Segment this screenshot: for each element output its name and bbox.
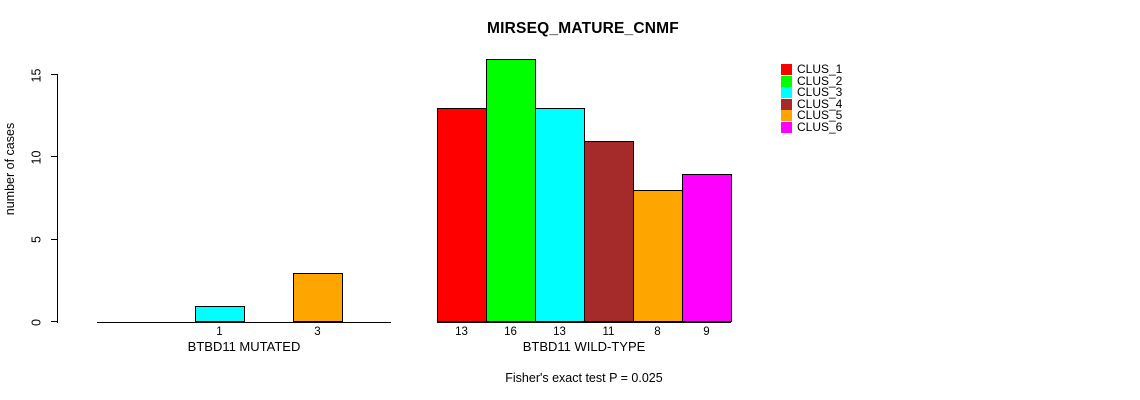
fisher-test-annotation: Fisher's exact test P = 0.025 [505, 371, 663, 385]
bar-clus_6-group2 [682, 174, 732, 322]
x-axis-baseline [437, 322, 731, 323]
legend-item: CLUS_1 [781, 62, 843, 76]
legend-label: CLUS_2 [797, 73, 843, 88]
legend: CLUS_1 CLUS_2 CLUS_3 CLUS_4 CLUS_5 CLUS_6 [781, 62, 843, 134]
y-axis-tick-label: 0 [29, 318, 44, 326]
legend-swatch-clus_5 [781, 110, 792, 122]
legend-label: CLUS_4 [797, 96, 843, 111]
y-axis-label: number of cases [3, 122, 17, 216]
legend-swatch-clus_2 [781, 75, 792, 87]
y-axis-tick-label: 5 [29, 236, 44, 244]
legend-swatch-clus_3 [781, 87, 792, 99]
legend-swatch-clus_6 [781, 121, 792, 133]
y-axis-tick [51, 156, 58, 157]
legend-item: CLUS_2 [781, 73, 843, 88]
legend-label: CLUS_6 [797, 119, 843, 134]
y-axis-tick [51, 321, 58, 322]
legend-label: CLUS_3 [797, 85, 843, 99]
bar-value-label: 3 [314, 326, 321, 338]
bar-clus_3-group2 [535, 108, 585, 322]
legend-item: CLUS_3 [781, 85, 843, 99]
bar-value-label: 11 [602, 326, 615, 338]
bar-value-label: 8 [654, 326, 661, 338]
legend-item: CLUS_6 [781, 119, 843, 134]
y-axis-tick [51, 74, 58, 75]
bar-value-label: 13 [553, 326, 566, 338]
legend-label: CLUS_5 [797, 108, 843, 122]
y-axis-tick-label: 15 [29, 68, 44, 82]
legend-item: CLUS_4 [781, 96, 843, 111]
bar-clus_3-group1 [195, 306, 245, 322]
bar-clus_5-group1 [293, 273, 343, 322]
x-axis-baseline [97, 322, 391, 323]
x-axis-group-label: BTBD11 WILD-TYPE [522, 339, 646, 354]
bar-value-label: 9 [703, 326, 710, 338]
bar-clus_5-group2 [633, 190, 683, 322]
y-axis-tick [51, 239, 58, 240]
bar-clus_4-group2 [584, 141, 634, 322]
bar-clus_2-group2 [486, 59, 536, 322]
legend-swatch-clus_4 [781, 98, 792, 110]
legend-label: CLUS_1 [797, 62, 843, 76]
x-axis-group-label: BTBD11 MUTATED [187, 339, 301, 354]
bar-clus_1-group2 [437, 108, 487, 322]
y-axis-line [57, 75, 58, 323]
y-axis-tick-label: 10 [29, 150, 44, 165]
bar-value-label: 16 [504, 326, 517, 338]
legend-swatch-clus_1 [781, 64, 792, 76]
legend-item: CLUS_5 [781, 108, 843, 122]
bar-value-label: 1 [216, 326, 223, 338]
bar-value-label: 13 [455, 326, 468, 338]
chart-title: MIRSEQ_MATURE_CNMF [487, 20, 679, 37]
